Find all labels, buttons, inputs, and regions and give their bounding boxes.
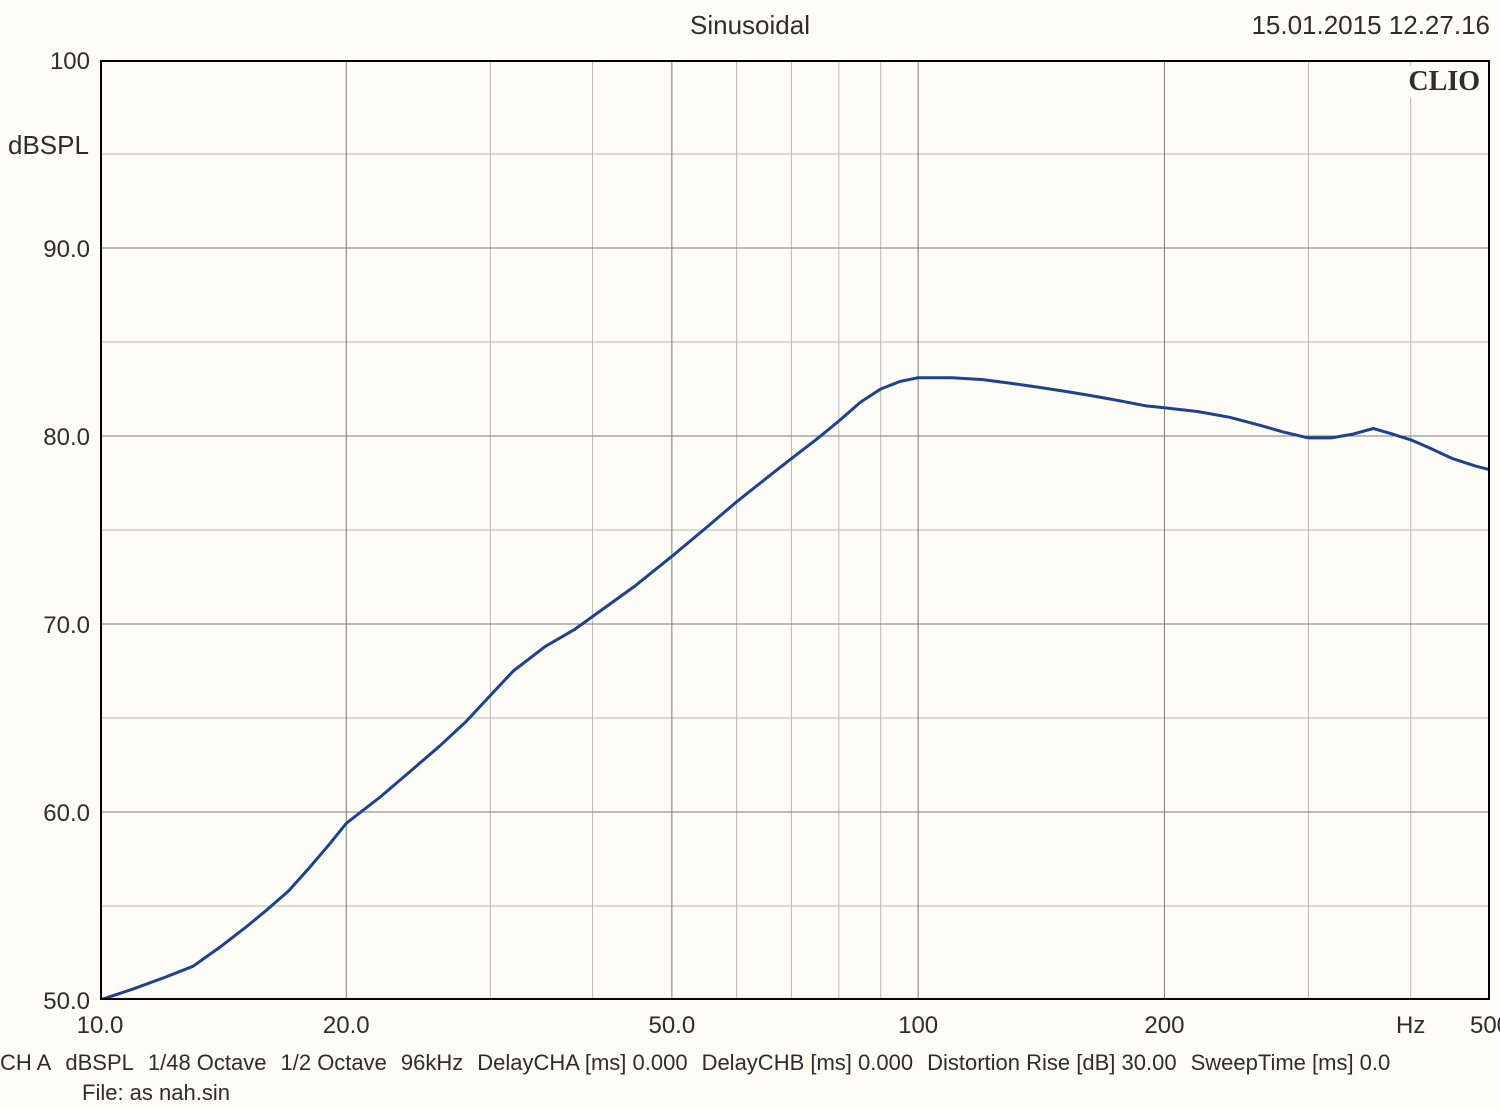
y-tick-label: 80.0 [0,424,90,452]
chart-svg [100,60,1490,1000]
status-bar: CH A dBSPL 1/48 Octave 1/2 Octave 96kHz Delay… [0,1050,1404,1076]
status-item: dBSPL [65,1050,134,1076]
y-axis-unit: dBSPL [8,130,89,161]
chart-container: Sinusoidal 15.01.2015 12.27.16 dBSPL CLI… [0,0,1500,1110]
status-item: DelayCHA [ms] 0.000 [477,1050,687,1076]
x-tick-label: 20.0 [306,1012,386,1040]
status-item: Distortion Rise [dB] 30.00 [927,1050,1176,1076]
x-tick-label: Hz [1371,1012,1451,1040]
status-item: 1/2 Octave [281,1050,387,1076]
y-tick-label: 60.0 [0,800,90,828]
status-item: 1/48 Octave [148,1050,267,1076]
brand-label: CLIO [1404,66,1484,98]
timestamp: 15.01.2015 12.27.16 [1251,10,1490,41]
x-tick-label: 10.0 [60,1012,140,1040]
x-tick-label: 500 [1450,1012,1500,1040]
status-item: SweepTime [ms] 0.0 [1191,1050,1391,1076]
x-tick-label: 100 [878,1012,958,1040]
y-tick-label: 90.0 [0,236,90,264]
file-label: File: as nah.sin [82,1080,230,1106]
y-tick-label: 70.0 [0,612,90,640]
status-item: DelayCHB [ms] 0.000 [702,1050,914,1076]
status-item: CH A [0,1050,51,1076]
x-tick-label: 200 [1124,1012,1204,1040]
plot-area: CLIO [100,60,1490,1000]
status-item: 96kHz [401,1050,463,1076]
y-tick-label: 100 [0,48,90,76]
x-tick-label: 50.0 [632,1012,712,1040]
